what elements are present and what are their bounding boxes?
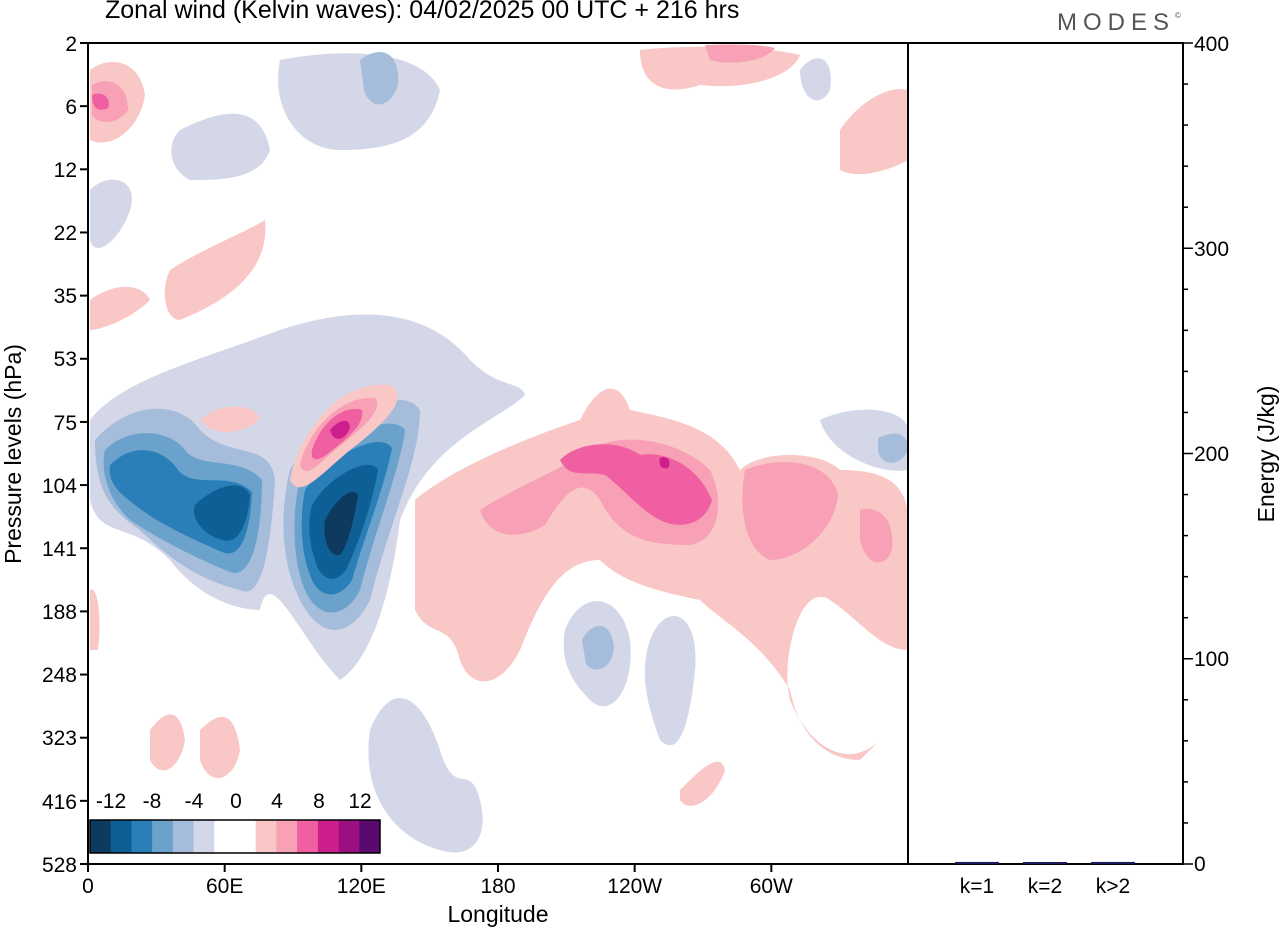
shade-pos [560,444,712,525]
colorbar-label: 0 [230,790,242,813]
shade-pos [742,462,838,560]
energy-y-tick-label: 200 [1194,443,1229,466]
y-tick-label: 53 [54,348,77,371]
colorbar-frame [89,819,381,854]
shade-neg [582,625,614,670]
shade-neg [90,179,132,249]
colorbar-swatch [276,820,298,853]
energy-x-axis: k=1 k=2 k>2 [960,875,1130,898]
brand-logo: MODES© [1057,9,1181,37]
shade-neg [360,52,399,105]
y-tick-label: 528 [42,854,77,877]
shade-pos [200,716,240,779]
energy-y-ticks: 0 100 200 300 400 [1194,33,1229,876]
shade-pos [705,44,775,63]
x-tick-label: 180 [480,875,515,898]
shade-pos [90,286,150,330]
y-axis: 2 6 12 22 35 53 75 104 141 188 248 323 4… [42,33,88,877]
y-tick-label: 6 [65,96,77,119]
y-tick-label: 35 [54,285,77,308]
y-tick-label: 323 [42,727,77,750]
shade-pos [150,714,185,771]
shade-pos [840,89,908,175]
shade-pos [92,81,128,122]
colorbar-swatch [317,820,340,853]
colorbar-swatch [338,820,360,853]
colorbar-label: -4 [185,790,204,813]
chart-title: Zonal wind (Kelvin waves): 04/02/2025 00… [105,0,740,24]
energy-bars [955,861,1135,864]
shade-pos [659,457,670,469]
energy-y-tick-label: 300 [1194,238,1229,261]
colorbar-labels: -12 -8 -4 0 4 8 12 [96,790,372,813]
energy-bar [955,861,999,864]
x-axis-label: Longitude [447,901,548,927]
colorbar-swatch [152,820,174,853]
colorbar-label: 12 [348,790,371,813]
x-tick-label: 60E [206,875,243,898]
y-tick-label: 22 [54,222,77,245]
energy-axis-label: Energy (J/kg) [1253,386,1279,523]
shade-pos [90,589,100,650]
colorbar-swatch [235,820,257,853]
colorbar [89,819,381,854]
colorbar-swatch [359,820,381,853]
shade-neg [194,485,250,541]
y-tick-label: 141 [42,538,77,561]
energy-y-tick-label: 100 [1194,648,1229,671]
colorbar-label: 4 [271,790,283,813]
shade-pos [330,420,350,439]
energy-panel-frame [907,42,1184,865]
shade-pos [680,761,725,806]
x-tick-label: 120W [607,875,662,898]
shade-pos [200,406,260,433]
colorbar-swatch [214,820,236,853]
energy-category-label: k>2 [1096,875,1130,898]
energy-y-tick-label: 0 [1194,853,1206,876]
y-tick-label: 12 [54,159,77,182]
y-tick-label: 2 [65,33,77,56]
y-tick-label: 416 [42,791,77,814]
y-tick-label: 75 [54,412,77,435]
shade-neg [368,697,483,853]
colorbar-swatch [110,820,132,853]
energy-bar [1023,862,1067,864]
y-tick-label: 248 [42,664,77,687]
shade-neg [800,58,831,101]
shade-neg [644,616,696,746]
energy-category-label: k=1 [960,875,994,898]
shade-pos [164,220,266,320]
shade-neg [878,433,908,463]
x-axis: 0 60E 120E 180 120W 60W [82,864,793,898]
colorbar-swatch [297,820,319,853]
energy-category-label: k=2 [1028,875,1062,898]
brand-mark: © [1175,11,1181,20]
shade-pos [860,509,893,563]
y-tick-label: 104 [42,475,77,498]
colorbar-swatch [131,820,153,853]
x-tick-label: 120E [337,875,386,898]
y-axis-label: Pressure levels (hPa) [0,344,26,564]
shade-neg [171,113,270,180]
shade-pos [92,93,109,110]
shade-neg [324,491,358,556]
shade-neg [278,53,440,151]
colorbar-label: -8 [143,790,162,813]
energy-bar [1091,861,1135,864]
colorbar-swatch [172,820,195,853]
x-tick-label: 60W [750,875,793,898]
y-tick-label: 188 [42,601,77,624]
energy-y-tick-label: 400 [1194,33,1229,56]
colorbar-swatch [255,820,277,853]
colorbar-label: 8 [313,790,325,813]
colorbar-swatch [90,820,112,853]
x-tick-label: 0 [82,875,94,898]
brand-name: MODES [1057,9,1176,36]
wind-field [90,44,908,853]
colorbar-label: -12 [96,790,126,813]
energy-axis [1183,42,1193,865]
colorbar-swatch [193,820,215,853]
